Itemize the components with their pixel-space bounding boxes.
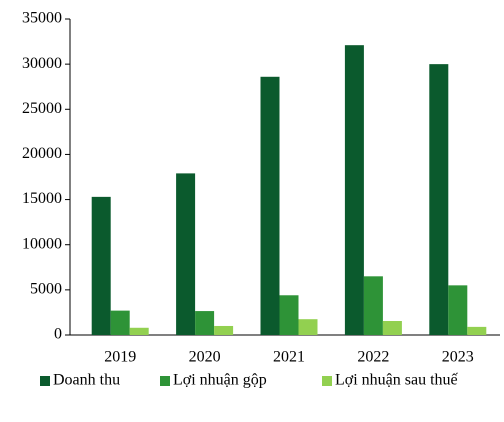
bar [110, 310, 130, 335]
legend-swatch [322, 376, 332, 386]
bar [176, 173, 196, 335]
bar [429, 64, 449, 336]
bar [214, 325, 234, 335]
bar [91, 196, 111, 335]
x-tick-label: 2022 [357, 349, 389, 366]
y-tick-label: 25000 [22, 100, 62, 117]
y-tick-label: 10000 [22, 235, 62, 252]
legend-swatch [160, 376, 170, 386]
bar [260, 76, 280, 335]
bar [129, 327, 149, 335]
x-tick-label: 2020 [189, 349, 221, 366]
y-tick-label: 20000 [22, 145, 62, 162]
y-tick-label: 35000 [22, 10, 62, 27]
legend-label: Lợi nhuận sau thuế [335, 372, 459, 389]
bar [382, 321, 402, 335]
bar [363, 276, 383, 335]
y-tick-label: 5000 [30, 281, 62, 298]
y-tick-label: 30000 [22, 55, 62, 72]
legend-label: Lợi nhuận gộp [173, 372, 267, 389]
bar [344, 45, 364, 335]
bar [279, 295, 299, 335]
bar [448, 285, 468, 335]
x-tick-label: 2021 [273, 349, 305, 366]
legend-swatch [40, 376, 50, 386]
x-tick-label: 2019 [104, 349, 136, 366]
bar [195, 311, 215, 335]
bar [467, 326, 487, 335]
bar [298, 319, 318, 335]
legend-label: Doanh thu [53, 372, 120, 389]
y-tick-label: 15000 [22, 190, 62, 207]
x-tick-label: 2023 [442, 349, 474, 366]
y-tick-label: 0 [54, 326, 62, 343]
